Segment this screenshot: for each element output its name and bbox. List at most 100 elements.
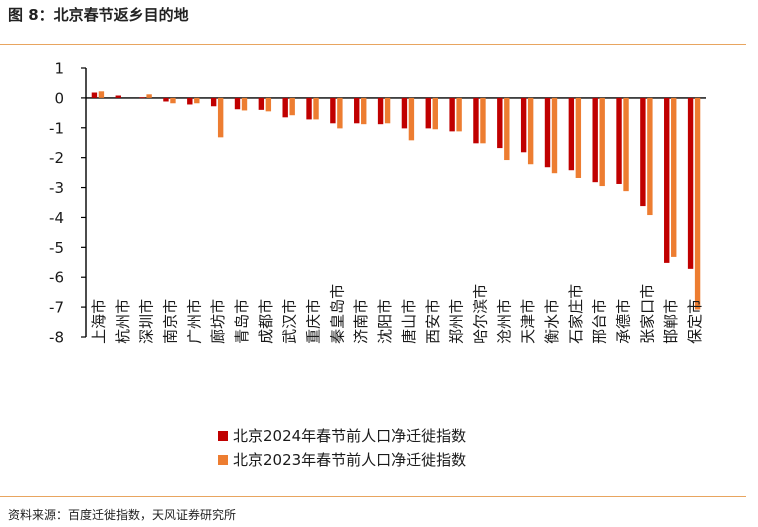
bar-2023 <box>671 97 677 257</box>
bar-2023 <box>241 97 248 111</box>
bar-2024 <box>234 97 241 110</box>
bar-2024 <box>568 97 575 171</box>
top-rule <box>0 44 746 45</box>
x-tick-label: 成都市 <box>257 299 275 344</box>
bar-2023 <box>575 97 582 178</box>
x-tick-label-layer: 上海市 杭州市 深圳市 南京市 广州市 廊坊市 青岛市 成都市 武汉市 重庆市 秦皇岛市 济南市 沈阳市… <box>90 284 704 344</box>
bar-2024 <box>258 97 265 110</box>
bar-2024 <box>330 97 336 124</box>
y-tick-label: -1 <box>49 119 64 137</box>
x-tick-label: 武汉市 <box>281 299 299 344</box>
x-tick-label: 天津市 <box>519 299 537 344</box>
x-tick-label: 张家口市 <box>638 284 656 344</box>
x-tick-label: 郑州市 <box>448 299 466 344</box>
bar-2024 <box>520 97 527 153</box>
bar-2023 <box>599 97 605 187</box>
bar-2023 <box>98 91 105 98</box>
bar-2023 <box>289 97 295 116</box>
bar-2023 <box>361 97 367 125</box>
legend-swatch-2023 <box>218 455 228 465</box>
x-tick-label: 广州市 <box>185 299 203 344</box>
legend-label-2024: 北京2024年春节前人口净迁徙指数 <box>233 427 466 445</box>
x-tick-label: 邯郸市 <box>662 299 680 344</box>
bar-2023 <box>504 97 510 161</box>
bar-2024 <box>640 97 646 207</box>
bar-2024 <box>139 97 145 99</box>
legend-label-2023: 北京2023年春节前人口净迁徙指数 <box>233 451 466 469</box>
bar-2023 <box>265 97 272 112</box>
bar-2024 <box>425 97 431 129</box>
bar-2024 <box>354 97 360 124</box>
bar-2023 <box>432 97 438 130</box>
bar-2024 <box>687 97 694 269</box>
bar-2024 <box>210 97 217 107</box>
source-note: 资料来源：百度迁徙指数，天风证券研究所 <box>8 508 237 522</box>
bar-2024 <box>187 97 193 105</box>
bar-2024 <box>377 97 384 125</box>
x-tick-label: 邢台市 <box>591 299 609 344</box>
x-tick-label: 哈尔滨市 <box>471 284 489 344</box>
x-tick-label: 沧州市 <box>495 299 513 344</box>
figure-title: 图 8：北京春节返乡目的地 <box>8 6 189 24</box>
bar-2024 <box>592 97 598 183</box>
bar-2024 <box>115 95 121 98</box>
x-tick-label: 廊坊市 <box>209 299 227 344</box>
y-tick-label: -5 <box>49 239 64 257</box>
bar-2023 <box>647 97 653 216</box>
legend-swatch-2024 <box>218 431 228 441</box>
bar-2024 <box>401 97 408 129</box>
x-tick-label: 南京市 <box>161 299 179 344</box>
bar-2024 <box>473 97 479 144</box>
bar-2024 <box>163 97 169 102</box>
bar-2023 <box>217 97 224 138</box>
bar-2023 <box>337 97 343 129</box>
bar-chart: 1 0 -1 -2 -3 -4 -5 -6 -7 -8 上海市 杭州市 深圳市 南京市 广州市 廊坊市 青岛市… <box>49 60 706 469</box>
bar-2024 <box>449 97 455 132</box>
x-tick-label: 沈阳市 <box>376 299 394 344</box>
y-tick-label: -4 <box>49 209 64 227</box>
bar-2023 <box>146 94 152 98</box>
x-tick-label: 济南市 <box>352 299 370 344</box>
bar-2023 <box>194 97 200 104</box>
bar-2024 <box>306 97 312 120</box>
y-tick-label: -2 <box>49 149 64 167</box>
x-tick-label: 石家庄市 <box>567 284 585 344</box>
bar-2024 <box>282 97 288 118</box>
x-tick-label: 上海市 <box>90 299 108 344</box>
bar-2023 <box>170 97 176 104</box>
bar-2024 <box>91 92 98 98</box>
bar-layer <box>91 91 701 310</box>
bar-2023 <box>313 97 319 120</box>
bar-2023 <box>384 97 391 124</box>
x-tick-label: 秦皇岛市 <box>328 284 346 344</box>
bar-2024 <box>497 97 503 149</box>
y-tick-label: -6 <box>49 269 64 287</box>
y-tick-label: 0 <box>54 89 64 107</box>
bar-2023 <box>527 97 534 165</box>
bar-2023 <box>456 97 462 132</box>
x-tick-label: 青岛市 <box>233 299 251 344</box>
bar-2024 <box>664 97 670 263</box>
legend: 北京2024年春节前人口净迁徙指数 北京2023年春节前人口净迁徙指数 <box>218 427 466 469</box>
bar-2024 <box>616 97 622 184</box>
x-tick-label: 杭州市 <box>114 299 132 344</box>
y-tick-label: -8 <box>49 329 64 347</box>
y-tick-label: -3 <box>49 179 64 197</box>
axis-layer: 1 0 -1 -2 -3 -4 -5 -6 -7 -8 <box>49 60 706 347</box>
x-tick-label: 西安市 <box>424 299 442 344</box>
y-tick-label: -7 <box>49 299 64 317</box>
y-tick-label: 1 <box>54 60 64 78</box>
x-tick-label: 重庆市 <box>305 299 323 344</box>
x-tick-label: 承德市 <box>615 299 633 344</box>
x-tick-label: 唐山市 <box>400 299 418 344</box>
bar-2023 <box>480 97 486 144</box>
bar-2023 <box>623 97 629 192</box>
x-tick-label: 深圳市 <box>138 299 156 344</box>
x-tick-label: 衡水市 <box>543 299 561 344</box>
bar-2024 <box>544 97 551 168</box>
bar-2023 <box>694 97 701 310</box>
bottom-rule <box>0 496 746 497</box>
bar-2023 <box>408 97 415 141</box>
bar-2023 <box>551 97 558 174</box>
x-tick-label: 保定市 <box>686 299 704 344</box>
